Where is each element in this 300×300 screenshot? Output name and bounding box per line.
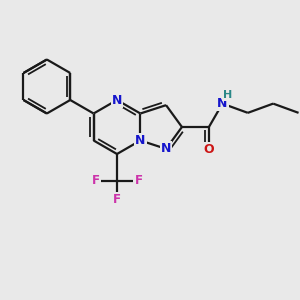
- Text: O: O: [204, 143, 214, 156]
- Text: F: F: [135, 175, 142, 188]
- Text: H: H: [223, 90, 232, 100]
- Text: F: F: [113, 194, 121, 206]
- Text: N: N: [135, 134, 146, 147]
- Text: F: F: [92, 175, 99, 188]
- Text: N: N: [217, 97, 228, 110]
- Text: N: N: [161, 142, 171, 155]
- Text: N: N: [112, 94, 122, 106]
